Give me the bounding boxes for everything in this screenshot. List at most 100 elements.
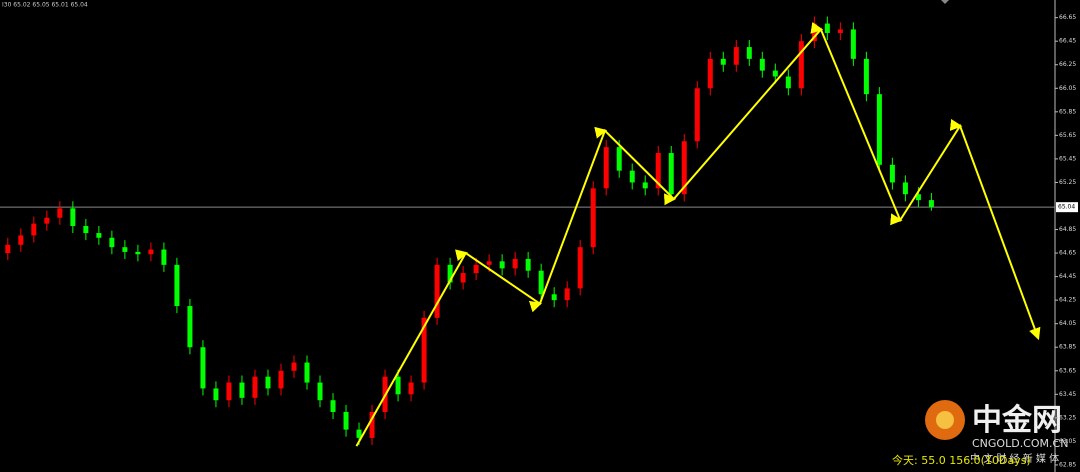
candle-body xyxy=(356,429,362,438)
candle-body xyxy=(798,41,804,89)
y-tick-label: 66.65 xyxy=(1059,14,1076,21)
shift-marker xyxy=(941,0,949,4)
y-tick-label: 66.45 xyxy=(1059,38,1076,45)
candle-body xyxy=(707,58,713,89)
candle-body xyxy=(759,58,765,71)
candle-body xyxy=(161,249,167,265)
candle-body xyxy=(447,264,453,283)
candle-body xyxy=(421,317,427,383)
candle-body xyxy=(577,247,583,289)
candle-body xyxy=(603,147,609,189)
candle-body xyxy=(772,70,778,77)
candle-body xyxy=(746,47,752,59)
candle-body xyxy=(148,249,154,255)
last-price-label: 65.04 xyxy=(1058,204,1075,211)
candle-body xyxy=(304,362,310,383)
candle-body xyxy=(70,208,76,226)
candle-body xyxy=(239,382,245,398)
candle-body xyxy=(668,153,674,195)
y-tick-label: 62.85 xyxy=(1059,461,1076,468)
y-tick-label: 66.05 xyxy=(1059,85,1076,92)
logo-icon-inner xyxy=(936,411,954,429)
candle-body xyxy=(863,58,869,95)
candle-body xyxy=(109,237,115,248)
candle-body xyxy=(850,29,856,59)
candle-body xyxy=(720,58,726,65)
logo-slogan: 中 文 财 经 新 媒 体 xyxy=(970,452,1059,465)
candle-body xyxy=(876,94,882,165)
candles xyxy=(5,16,934,445)
candle-body xyxy=(642,182,648,189)
candle-body xyxy=(551,294,557,301)
footer-text: 今天: 55.0 156.0(10Days) xyxy=(892,453,1031,467)
candle-body xyxy=(96,233,102,238)
candle-body xyxy=(330,400,336,412)
y-tick-label: 64.45 xyxy=(1059,273,1076,280)
last-price-box xyxy=(1056,202,1078,213)
y-tick-label: 64.05 xyxy=(1059,320,1076,327)
candle-body xyxy=(252,376,258,398)
candle-body xyxy=(694,88,700,142)
candle-body xyxy=(590,188,596,248)
candle-body xyxy=(226,382,232,401)
candle-body xyxy=(434,264,440,318)
candle-body xyxy=(824,23,830,33)
candle-body xyxy=(902,182,908,195)
candle-body xyxy=(200,347,206,389)
logo-text: 中金网 xyxy=(972,403,1062,438)
y-tick-label: 65.45 xyxy=(1059,155,1076,162)
y-tick-label: 65.25 xyxy=(1059,179,1076,186)
candle-body xyxy=(525,258,531,271)
y-tick-label: 64.85 xyxy=(1059,226,1076,233)
candle-body xyxy=(213,388,219,401)
candle-body xyxy=(5,244,11,254)
candle-body xyxy=(928,200,934,208)
y-tick-label: 63.45 xyxy=(1059,391,1076,398)
candle-body xyxy=(31,223,37,236)
candle-body xyxy=(44,217,50,224)
candle-body xyxy=(512,258,518,269)
candle-body xyxy=(57,208,63,218)
candle-body xyxy=(343,411,349,430)
candle-body xyxy=(278,370,284,389)
candle-body xyxy=(18,235,24,245)
candle-body xyxy=(538,270,544,295)
y-tick-label: 64.25 xyxy=(1059,297,1076,304)
candle-body xyxy=(486,261,492,265)
candle-body xyxy=(122,247,128,252)
y-tick-label: 63.65 xyxy=(1059,367,1076,374)
candle-body xyxy=(616,147,622,171)
candle-body xyxy=(629,170,635,183)
candle-body xyxy=(499,261,505,269)
candle-body xyxy=(733,47,739,65)
candle-body xyxy=(291,362,297,371)
zigzag-line xyxy=(355,21,1041,447)
candle-body xyxy=(265,376,271,389)
y-tick-label: 65.65 xyxy=(1059,132,1076,139)
logo-domain: CNGOLD.COM.CN xyxy=(972,437,1068,450)
candle-body xyxy=(564,288,570,301)
candle-body xyxy=(395,376,401,395)
y-tick-label: 63.25 xyxy=(1059,414,1076,421)
y-tick-label: 65.85 xyxy=(1059,108,1076,115)
header-text: I30 65.02 65.05 65.01 65.04 xyxy=(2,2,88,9)
candle-body xyxy=(460,273,466,283)
y-tick-label: 63.05 xyxy=(1059,438,1076,445)
candle-body xyxy=(369,411,375,438)
candle-body xyxy=(785,76,791,89)
y-tick-label: 63.85 xyxy=(1059,344,1076,351)
candle-body xyxy=(889,164,895,183)
candle-body xyxy=(408,382,414,395)
candle-body xyxy=(317,382,323,401)
candle-body xyxy=(187,306,193,348)
candle-body xyxy=(473,264,479,274)
candle-body xyxy=(135,251,141,255)
y-tick-label: 66.25 xyxy=(1059,61,1076,68)
y-tick-label: 64.65 xyxy=(1059,250,1076,257)
candle-body xyxy=(174,264,180,307)
candle-body xyxy=(83,225,89,234)
watermark: 中金网 CNGOLD.COM.CN 中 文 财 经 新 媒 体 xyxy=(925,400,1068,465)
candle-body xyxy=(837,29,843,33)
